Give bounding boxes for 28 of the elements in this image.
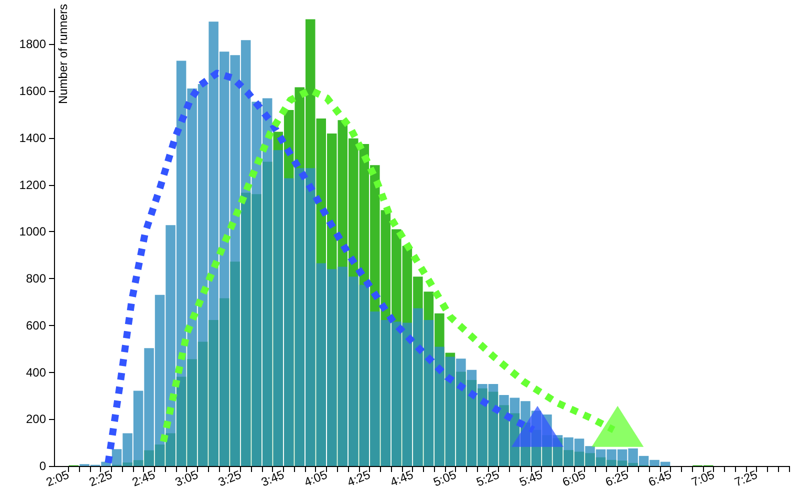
y-tick-label: 200 xyxy=(26,412,46,426)
y-tick-label: 1600 xyxy=(19,84,46,98)
x-tick-label: 4:05 xyxy=(302,467,330,490)
y-tick-label: 800 xyxy=(26,272,46,286)
y-tick-label: 600 xyxy=(26,318,46,332)
x-tick-label: 5:05 xyxy=(431,467,458,490)
x-tick-label: 6:45 xyxy=(646,467,674,490)
y-tick-label: 1000 xyxy=(19,224,46,239)
y-axis-title: Number of runners xyxy=(56,4,70,104)
y-tick-label: 0 xyxy=(39,459,46,473)
x-tick-label: 2:45 xyxy=(130,467,158,490)
x-tick-label: 3:05 xyxy=(173,467,200,490)
x-tick-label: 4:25 xyxy=(345,467,372,490)
x-tick-label: 6:25 xyxy=(603,467,631,490)
y-tick-label: 400 xyxy=(26,365,46,380)
x-tick-label: 7:05 xyxy=(689,467,717,490)
x-tick-label: 3:25 xyxy=(216,467,244,490)
x-tick-label: 6:05 xyxy=(560,467,588,490)
x-tick-label: 2:25 xyxy=(87,467,114,490)
x-tick-label: 5:45 xyxy=(517,467,545,490)
x-tick-label: 3:45 xyxy=(259,467,286,490)
y-tick-label: 1200 xyxy=(19,178,46,192)
x-tick-label: 2:05 xyxy=(44,467,72,490)
y-tick-label: 1400 xyxy=(19,130,46,145)
y-tick-label: 1800 xyxy=(19,37,46,52)
x-tick-label: 7:25 xyxy=(732,467,760,490)
x-tick-label: 4:45 xyxy=(388,467,416,490)
x-tick-label: 5:25 xyxy=(474,467,502,490)
